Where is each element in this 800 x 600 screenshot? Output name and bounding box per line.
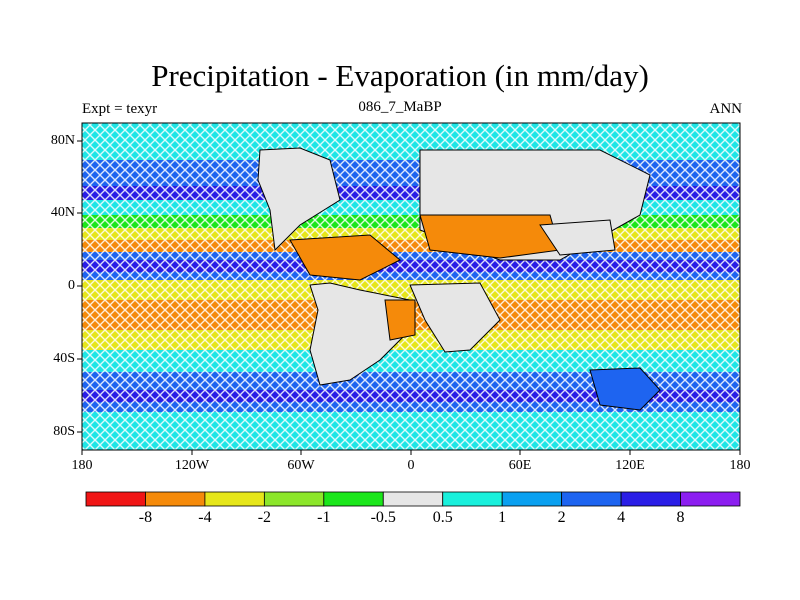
colorbar-swatch bbox=[85, 491, 146, 507]
colorbar-label: 4 bbox=[617, 509, 626, 526]
colorbar-swatch bbox=[145, 491, 206, 507]
colorbar-swatch bbox=[323, 491, 384, 507]
north-america bbox=[257, 147, 341, 252]
lon-label: 60E bbox=[508, 458, 532, 473]
lon-label: 60W bbox=[287, 458, 315, 473]
season-label: ANN bbox=[709, 101, 743, 117]
lon-label: 180 bbox=[729, 458, 751, 473]
colorbar-swatch bbox=[561, 491, 622, 507]
lat-label: 40S bbox=[53, 351, 75, 366]
lon-label: 0 bbox=[407, 458, 415, 473]
lat-label: 80N bbox=[50, 133, 75, 148]
colorbar-swatch bbox=[263, 491, 325, 507]
map-field bbox=[82, 123, 740, 450]
time-label: 086_7_MaBP bbox=[358, 99, 442, 115]
lon-label: 180 bbox=[71, 458, 93, 473]
colorbar-label: 0.5 bbox=[432, 509, 453, 526]
colorbar-label: -2 bbox=[257, 509, 272, 526]
colorbar-swatch bbox=[204, 491, 265, 507]
colorbar-swatch bbox=[442, 491, 503, 507]
lat-label: 40N bbox=[50, 205, 75, 220]
lat-label: 0 bbox=[68, 278, 75, 293]
africa bbox=[409, 282, 501, 353]
colorbar-label: -1 bbox=[317, 509, 331, 526]
south-america bbox=[309, 282, 411, 386]
colorbar-label: -4 bbox=[198, 509, 212, 526]
colorbar-label: 8 bbox=[676, 509, 685, 526]
lon-label: 120E bbox=[615, 458, 645, 473]
map-title: Precipitation - Evaporation (in mm/day) bbox=[151, 58, 649, 93]
colorbar-label: 1 bbox=[498, 509, 507, 526]
colorbar-swatch bbox=[501, 491, 563, 507]
colorbar-swatch bbox=[382, 491, 444, 507]
colorbar bbox=[85, 491, 741, 507]
axis-ticks bbox=[77, 140, 741, 455]
colorbar-swatch bbox=[620, 491, 681, 507]
lat-label: 80S bbox=[53, 424, 75, 439]
continents bbox=[257, 147, 661, 411]
colorbar-swatch bbox=[680, 491, 741, 507]
lon-label: 120W bbox=[174, 458, 210, 473]
colorbar-label: -8 bbox=[138, 509, 153, 526]
colorbar-label: -0.5 bbox=[370, 509, 396, 526]
antarctic-block bbox=[589, 367, 661, 411]
colorbar-label: 2 bbox=[557, 509, 566, 526]
experiment-label: Expt = texyr bbox=[82, 101, 158, 117]
